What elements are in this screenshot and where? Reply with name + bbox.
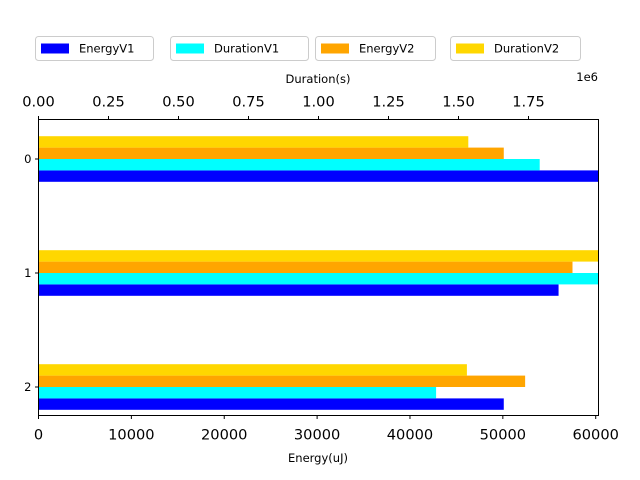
bar-durationv2-0 <box>38 136 469 148</box>
top-tick-label: 0.75 <box>232 94 265 111</box>
bottom-axis-ticks: 0 10000 20000 30000 40000 50000 60000 <box>34 415 619 444</box>
top-tick-label: 1.25 <box>372 94 405 111</box>
top-tick-label: 1.75 <box>512 94 545 111</box>
legend-swatch-durationv1 <box>176 43 204 54</box>
bar-durationv1-1 <box>38 273 599 285</box>
top-tick-label: 1.00 <box>302 94 335 111</box>
legend-box-energyv2 <box>315 36 436 61</box>
bottom-tick-label: 20000 <box>201 427 247 444</box>
bar-energyv1-1 <box>38 284 559 296</box>
legend-label-durationv1: DurationV1 <box>214 42 279 56</box>
bar-energyv1-0 <box>38 170 599 182</box>
bar-durationv2-2 <box>38 364 467 376</box>
legend: EnergyV1 DurationV1 EnergyV2 DurationV2 <box>35 36 581 61</box>
category-tick-label: 0 <box>24 152 31 166</box>
top-tick-label: 0.00 <box>22 94 55 111</box>
category-tick-label: 2 <box>24 380 31 394</box>
bar-energyv2-1 <box>38 261 573 273</box>
legend-swatch-energyv1 <box>41 43 69 54</box>
bar-durationv1-2 <box>38 387 437 399</box>
legend-label-energyv2: EnergyV2 <box>359 42 414 56</box>
bar-energyv1-2 <box>38 398 504 410</box>
legend-label-energyv1: EnergyV1 <box>79 42 134 56</box>
legend-swatch-durationv2 <box>456 43 484 54</box>
bottom-tick-label: 40000 <box>387 427 433 444</box>
top-axis-label: Duration(s) <box>286 72 351 86</box>
bottom-tick-label: 50000 <box>480 427 526 444</box>
bottom-axis-label: Energy(uJ) <box>288 451 348 465</box>
bottom-tick-label: 10000 <box>108 427 154 444</box>
bottom-tick-label: 30000 <box>294 427 340 444</box>
top-tick-label: 0.50 <box>162 94 195 111</box>
legend-box-durationv1 <box>170 36 309 61</box>
legend-label-durationv2: DurationV2 <box>494 42 559 56</box>
top-axis-ticks: 0.00 0.25 0.50 0.75 1.00 1.25 1.50 1.75 <box>22 94 545 120</box>
category-ticks: 0 1 2 <box>24 152 39 394</box>
bars-layer <box>38 136 599 410</box>
category-tick-label: 1 <box>24 266 31 280</box>
top-tick-label: 1.50 <box>442 94 475 111</box>
bar-energyv2-2 <box>38 375 526 387</box>
bottom-tick-label: 0 <box>34 427 43 444</box>
bottom-tick-label: 60000 <box>572 427 618 444</box>
bar-energyv2-0 <box>38 147 504 159</box>
legend-swatch-energyv2 <box>321 43 349 54</box>
top-tick-label: 0.25 <box>92 94 125 111</box>
legend-box-energyv1 <box>35 36 154 61</box>
top-axis-offset-label: 1e6 <box>576 70 598 84</box>
bar-durationv2-1 <box>38 250 599 262</box>
legend-box-durationv2 <box>450 36 581 61</box>
bar-durationv1-0 <box>38 159 540 171</box>
